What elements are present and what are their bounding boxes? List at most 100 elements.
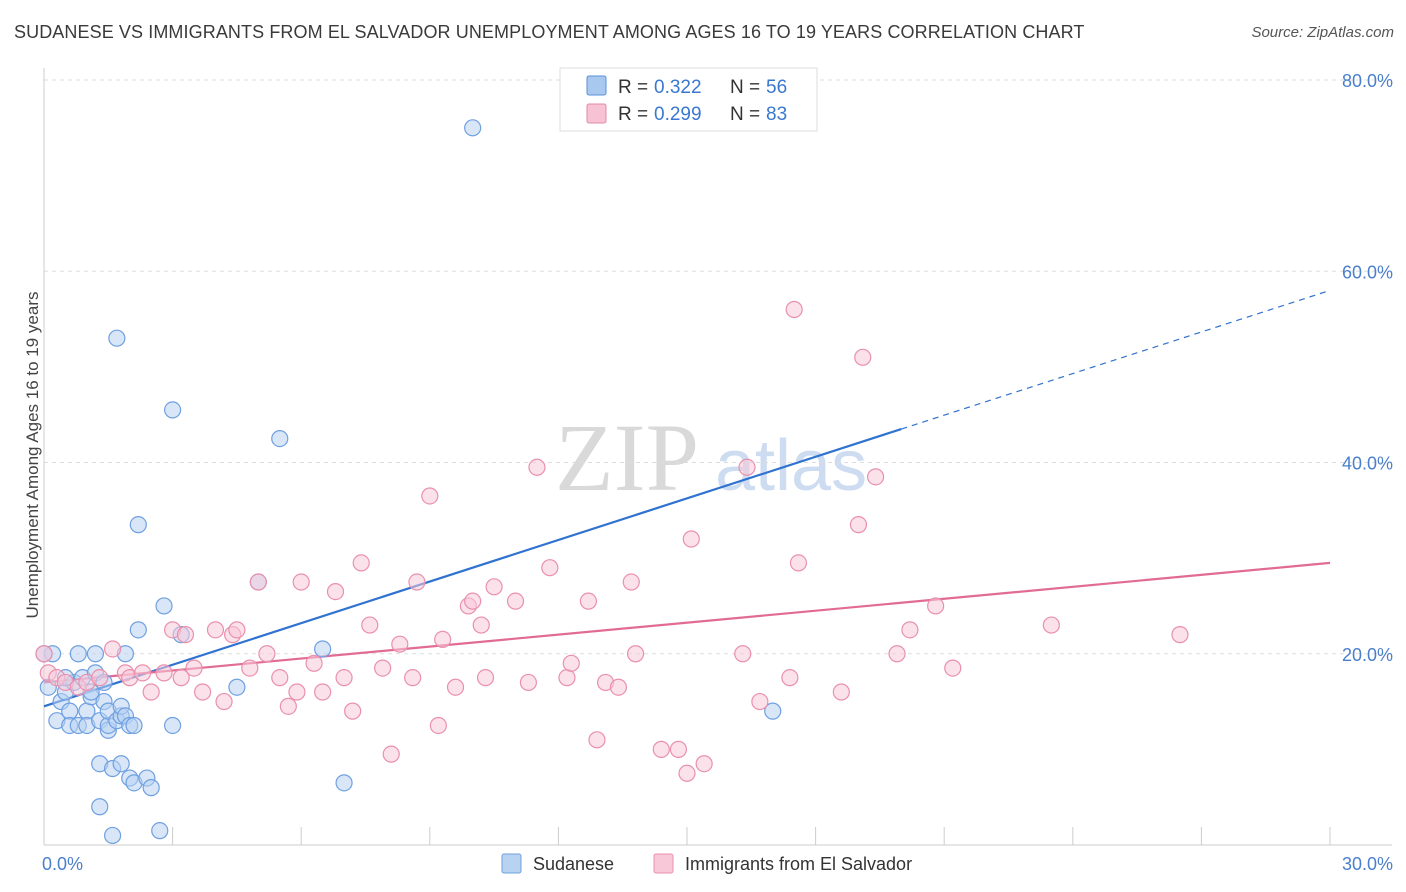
point-el-salvador-25 [279,697,297,715]
y-tick-label-40: 40.0% [1342,454,1393,474]
point-el-salvador-79 [944,659,962,677]
point-el-salvador-82 [35,645,53,663]
point-el-salvador-11 [155,664,173,682]
point-el-salvador-26 [288,683,306,701]
tick-labels: 20.0% 40.0% 60.0% 80.0% 0.0% 30.0% [42,71,1393,874]
point-el-salvador-61 [652,740,670,758]
point-sudanese-30 [112,755,130,773]
point-el-salvador-75 [867,468,885,486]
point-el-salvador-16 [194,683,212,701]
point-sudanese-26 [103,826,122,845]
point-el-salvador-20 [228,621,246,639]
point-el-salvador-39 [408,573,426,591]
point-el-salvador-33 [352,554,370,572]
point-el-salvador-62 [669,740,688,758]
point-el-salvador-64 [682,530,700,548]
watermark-zip: ZIP [555,404,699,511]
series-legend-swatch-el-salvador [653,853,674,874]
point-sudanese-43 [155,597,173,615]
series-legend-swatch-sudanese [501,853,522,874]
point-el-salvador-5 [91,669,109,687]
point-el-salvador-65 [695,755,713,773]
point-sudanese-42 [151,822,169,840]
series-legend-el-salvador: Immigrants from El Salvador [685,854,912,874]
point-el-salvador-66 [734,645,752,663]
point-el-salvador-28 [305,654,323,672]
point-el-salvador-53 [558,669,576,687]
point-el-salvador-51 [528,458,546,476]
chart-source: Source: ZipAtlas.com [1251,24,1394,41]
point-el-salvador-30 [326,582,345,601]
point-sudanese-45 [164,716,182,735]
point-el-salvador-76 [888,645,906,663]
point-el-salvador-63 [678,764,696,782]
point-el-salvador-60 [626,645,645,663]
point-el-salvador-35 [374,659,392,677]
point-el-salvador-69 [781,669,799,687]
point-sudanese-47 [228,678,246,696]
legend-n-value-2: 83 [766,104,787,125]
legend-n-label-2: N = [730,104,760,125]
legend-swatch-sudanese [586,75,607,96]
point-sudanese-36 [125,716,143,735]
point-sudanese-53 [764,702,782,720]
point-el-salvador-14 [176,626,195,644]
point-el-salvador-47 [476,669,495,687]
point-sudanese-8 [69,645,87,663]
stats-legend: R = 0.322 N = 56 R = 0.299 N = 83 [559,67,818,132]
point-sudanese-41 [142,779,160,797]
point-el-salvador-21 [241,659,259,677]
point-el-salvador-22 [249,573,267,591]
trend-lines [43,289,1331,708]
point-sudanese-44 [164,401,182,419]
x-tick-label-end: 30.0% [1342,854,1393,874]
point-el-salvador-46 [472,616,490,634]
point-el-salvador-18 [215,692,233,711]
legend-swatch-el-salvador [586,103,607,124]
point-el-salvador-74 [854,348,872,366]
y-tick-label-20: 20.0% [1342,645,1393,665]
point-sudanese-52 [464,119,482,137]
point-el-salvador-27 [292,573,310,591]
point-el-salvador-23 [258,645,276,663]
point-el-salvador-72 [832,683,850,701]
point-el-salvador-37 [391,635,409,653]
point-el-salvador-41 [429,716,447,735]
point-el-salvador-50 [519,673,537,692]
point-el-salvador-45 [464,592,482,610]
trend-line-el-salvador [43,561,1331,684]
legend-r-value-2: 0.299 [654,104,702,125]
point-el-salvador-73 [849,516,868,534]
point-el-salvador-40 [421,487,439,505]
point-el-salvador-6 [103,640,122,658]
legend-n-value-1: 56 [766,77,787,98]
point-el-salvador-70 [785,300,803,319]
trend-line-sudanese [43,427,902,708]
point-el-salvador-80 [1042,616,1060,634]
point-sudanese-50 [314,640,332,658]
point-el-salvador-36 [382,745,400,763]
point-el-salvador-17 [206,621,225,639]
y-axis-label: Unemployment Among Ages 16 to 19 years [23,292,42,619]
point-el-salvador-68 [751,692,769,711]
point-el-salvador-59 [622,573,640,591]
point-sudanese-38 [129,621,147,639]
point-sudanese-39 [129,516,147,534]
point-el-salvador-54 [562,654,580,672]
point-el-salvador-24 [271,669,289,687]
point-sudanese-5 [61,702,79,720]
point-el-salvador-15 [185,659,203,677]
legend-n-label-1: N = [730,77,760,98]
axes [43,68,1392,846]
series-legend: Sudanese Immigrants from El Salvador [501,853,912,874]
point-el-salvador-38 [404,669,422,687]
point-sudanese-51 [335,774,353,792]
point-el-salvador-34 [361,616,379,634]
point-el-salvador-77 [901,621,919,639]
point-el-salvador-31 [335,669,353,687]
point-sudanese-19 [91,798,109,816]
y-tick-label-60: 60.0% [1342,262,1393,282]
point-el-salvador-13 [172,669,190,687]
point-el-salvador-43 [446,678,465,696]
